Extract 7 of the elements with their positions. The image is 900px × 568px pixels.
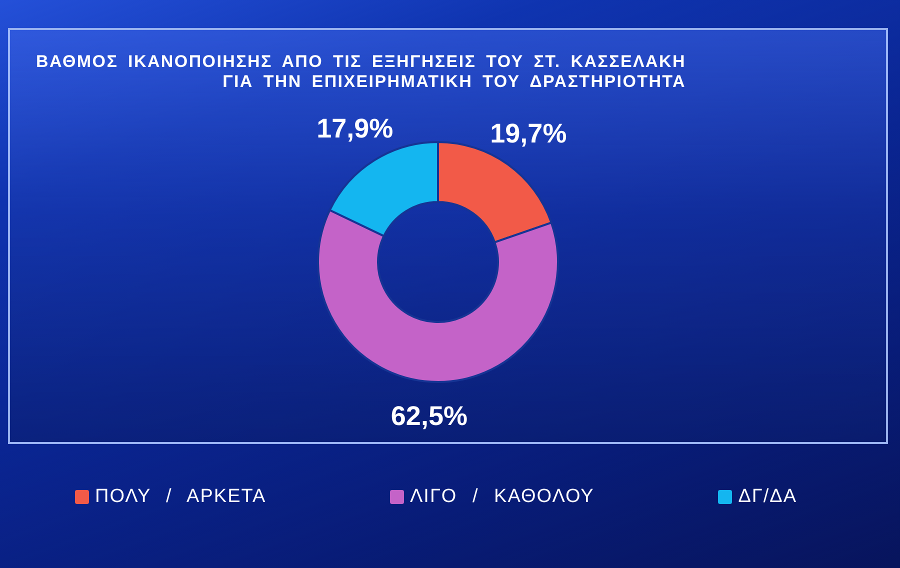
- chart-title: ΒΑΘΜΟΣ ΙΚΑΝΟΠΟΙΗΣΗΣ ΑΠΟ ΤΙΣ ΕΞΗΓΗΣΕΙΣ ΤΟΥ ΣΤ. ΚΑΣΣΕΛΑΚΗ ΓΙΑ ΤΗΝ ΕΠΙΧΕΙΡΗΜΑΤΙΚΗ ΤΟΥ ΔΡΑΣΤΗΡΙΟΤΗΤΑ: [35, 52, 686, 92]
- data-label: 62,5%: [390, 401, 468, 432]
- legend-label: ΔΓ/ΔΑ: [738, 486, 797, 508]
- slice-label: ΛΙΓΟ / ΚΑΘΟΛΟΥ: [410, 486, 594, 508]
- data-label: 17,9%: [316, 113, 394, 144]
- data-label: 19,7%: [490, 118, 567, 148]
- legend-label: ΠΟΛΥ / ΑΡΚΕΤΑ: [95, 486, 266, 508]
